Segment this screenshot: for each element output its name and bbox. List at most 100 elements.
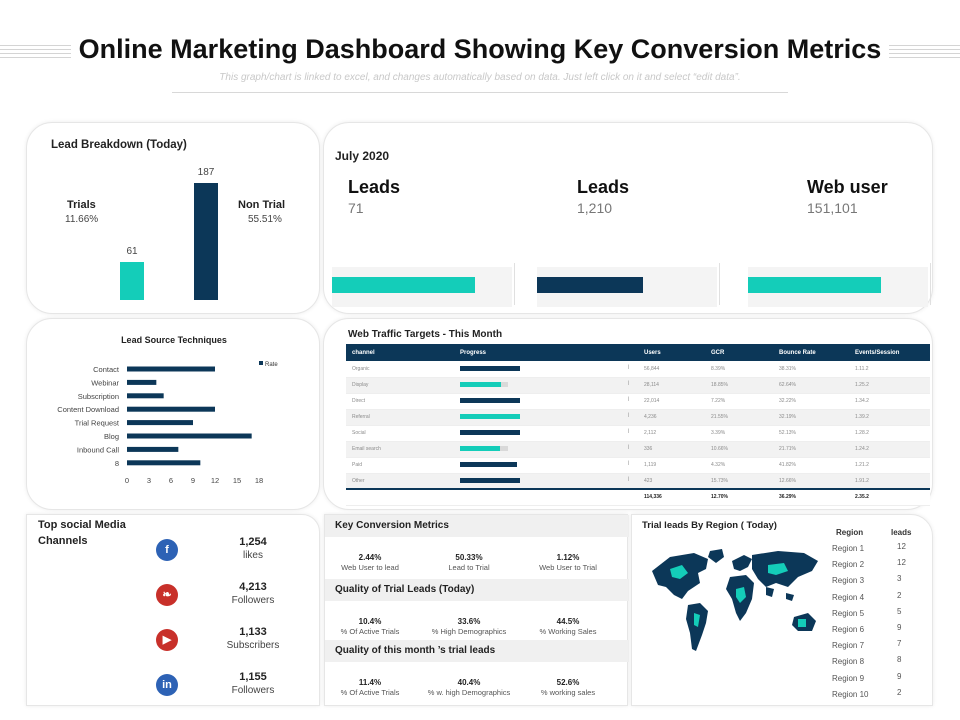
cell-users: 1,119 <box>638 457 705 474</box>
progress-marker: l <box>628 476 630 483</box>
cell-bounce: 52.13% <box>773 425 849 442</box>
category-label: Webinar <box>91 378 119 387</box>
july-kpi-row: Leads 71 Leads 1,210 Web user 151,101 <box>324 123 934 315</box>
km-section-title: Quality of Trial Leads (Today) <box>325 579 629 601</box>
cell-progress: l <box>454 361 638 378</box>
social-metric-label: likes <box>242 550 263 561</box>
cell-events: 1.21.2 <box>849 457 930 474</box>
km-metric-label: Lead to Trial <box>448 563 490 572</box>
km-metric-value: 40.4% <box>457 678 481 687</box>
region-leads: 12 <box>897 542 906 551</box>
social-count: 4,213 <box>239 581 267 593</box>
progress-bar <box>460 365 520 371</box>
cell-channel: Direct <box>346 393 454 410</box>
youtube-icon-glyph: ▶ <box>162 634 172 646</box>
progress-marker: l <box>628 429 630 435</box>
cell-users: 2,112 <box>638 425 705 442</box>
kpi-label-0: Leads <box>348 177 401 197</box>
km-metric-label: % w. high Demographics <box>427 688 511 697</box>
lead-bar-0 <box>120 261 144 300</box>
region-leads: 2 <box>897 590 902 600</box>
linkedin-icon[interactable]: in <box>156 674 178 696</box>
km-metric-label: % High Demographics <box>431 627 507 636</box>
bar-4 <box>127 420 193 426</box>
table-row: Email search l 336 10.66% 21.71% 1.24.2 <box>346 441 930 458</box>
km-metric-label: % working sales <box>540 688 596 697</box>
cell-bounce: 62.64% <box>773 377 849 394</box>
social-card: Top social Media Channels f 1,254 likes ❧ 4,… <box>26 514 320 706</box>
km-metric-value: 2.44% <box>358 553 382 562</box>
km-metric-value: 33.6% <box>457 617 481 626</box>
lead-bar-1 <box>194 183 218 300</box>
progress-bar <box>460 446 500 451</box>
col-progress: Progress <box>454 344 638 361</box>
cell-channel: Social <box>346 425 454 442</box>
cell-events: 1.11.2 <box>849 361 930 378</box>
facebook-icon[interactable]: f <box>156 539 178 561</box>
col-gcr: GCR <box>705 344 773 361</box>
progress-bar <box>460 398 520 403</box>
chart-title: Lead Source Techniques <box>121 335 227 345</box>
progress-marker: l <box>628 397 630 403</box>
cell-gcr: 7.22% <box>705 393 773 410</box>
lead-bar-label-1: 187 <box>197 167 215 178</box>
table-row: Paid l 1,119 4.32% 41.82% 1.21.2 <box>346 457 930 474</box>
cell-progress: l <box>454 457 638 474</box>
total-empty <box>454 488 638 506</box>
cell-users: 56,844 <box>638 361 705 378</box>
region-leads: 5 <box>897 606 902 616</box>
cell-progress: l <box>454 441 638 458</box>
cell-users: 28,114 <box>638 377 705 394</box>
kpi-bar-1 <box>537 277 643 293</box>
lead-breakdown-title: Lead Breakdown (Today) <box>51 139 187 151</box>
progress-marker: l <box>628 461 630 467</box>
lead-source-card: Lead Source Techniques Rate Contact Webinar… <box>26 318 320 510</box>
km-metric-label: % Working Sales <box>539 627 597 636</box>
km-metric-label: % Of Active Trials <box>340 627 400 636</box>
cell-channel: Referral <box>346 409 454 426</box>
region-title: Trial leads By Region ( Today) <box>642 520 777 531</box>
cell-gcr: 18.85% <box>705 377 773 394</box>
progress-bar <box>460 462 517 467</box>
kpi-value-0: 71 <box>348 200 364 216</box>
progress-bar <box>460 382 501 387</box>
x-tick-label: 3 <box>147 476 151 485</box>
progress-marker: l <box>628 364 630 371</box>
region-name: Region 8 <box>832 657 865 667</box>
key-conversion-card: Key Conversion Metrics 2.44% Web User to l… <box>324 514 629 706</box>
cell-progress: l <box>454 425 638 442</box>
category-label: 8 <box>115 459 119 468</box>
youtube-icon[interactable]: ▶ <box>156 629 178 651</box>
cell-users: 336 <box>638 441 705 458</box>
legend-label: Rate <box>265 362 278 368</box>
legend-swatch <box>259 361 263 365</box>
bar-7 <box>127 460 201 466</box>
km-section-title: Key Conversion Metrics <box>325 515 629 537</box>
lead-bar-label-0: 61 <box>126 245 138 257</box>
km-metric: 2.44% Web User to lead <box>320 553 420 572</box>
x-tick-label: 6 <box>169 476 173 485</box>
km-metric-label: Web User to Trial <box>539 563 597 572</box>
km-metric: 44.5%% Working Sales <box>518 617 618 636</box>
social-metric-label: Followers <box>231 685 275 696</box>
cell-events: 1.91.2 <box>849 473 930 490</box>
km-metric-value: 10.4% <box>358 617 382 626</box>
kpi-divider-2 <box>930 263 931 305</box>
lead-source-chart: Lead Source Techniques Rate Contact Webinar… <box>57 335 278 485</box>
region-card: Trial leads By Region ( Today) Region le… <box>631 514 933 706</box>
kpi-bar-0 <box>332 277 475 293</box>
col-channel: channel <box>346 344 454 361</box>
total-gcr: 12.70% <box>705 488 773 506</box>
region-leads: 9 <box>897 671 902 681</box>
region-leads: 8 <box>897 655 902 665</box>
total-events: 2.35.2 <box>849 488 930 506</box>
kpi-value-1: 1,210 <box>577 200 613 216</box>
cell-gcr: 8.39% <box>705 361 773 378</box>
twitter-icon[interactable]: ❧ <box>156 584 178 606</box>
trials-label: Trials <box>67 199 96 211</box>
km-metric-label: Web User to lead <box>341 563 399 572</box>
cell-channel: Paid <box>346 457 454 474</box>
leads-col-header: leads <box>891 528 912 537</box>
x-tick-label: 15 <box>233 476 241 485</box>
cell-users: 423 <box>638 473 705 490</box>
